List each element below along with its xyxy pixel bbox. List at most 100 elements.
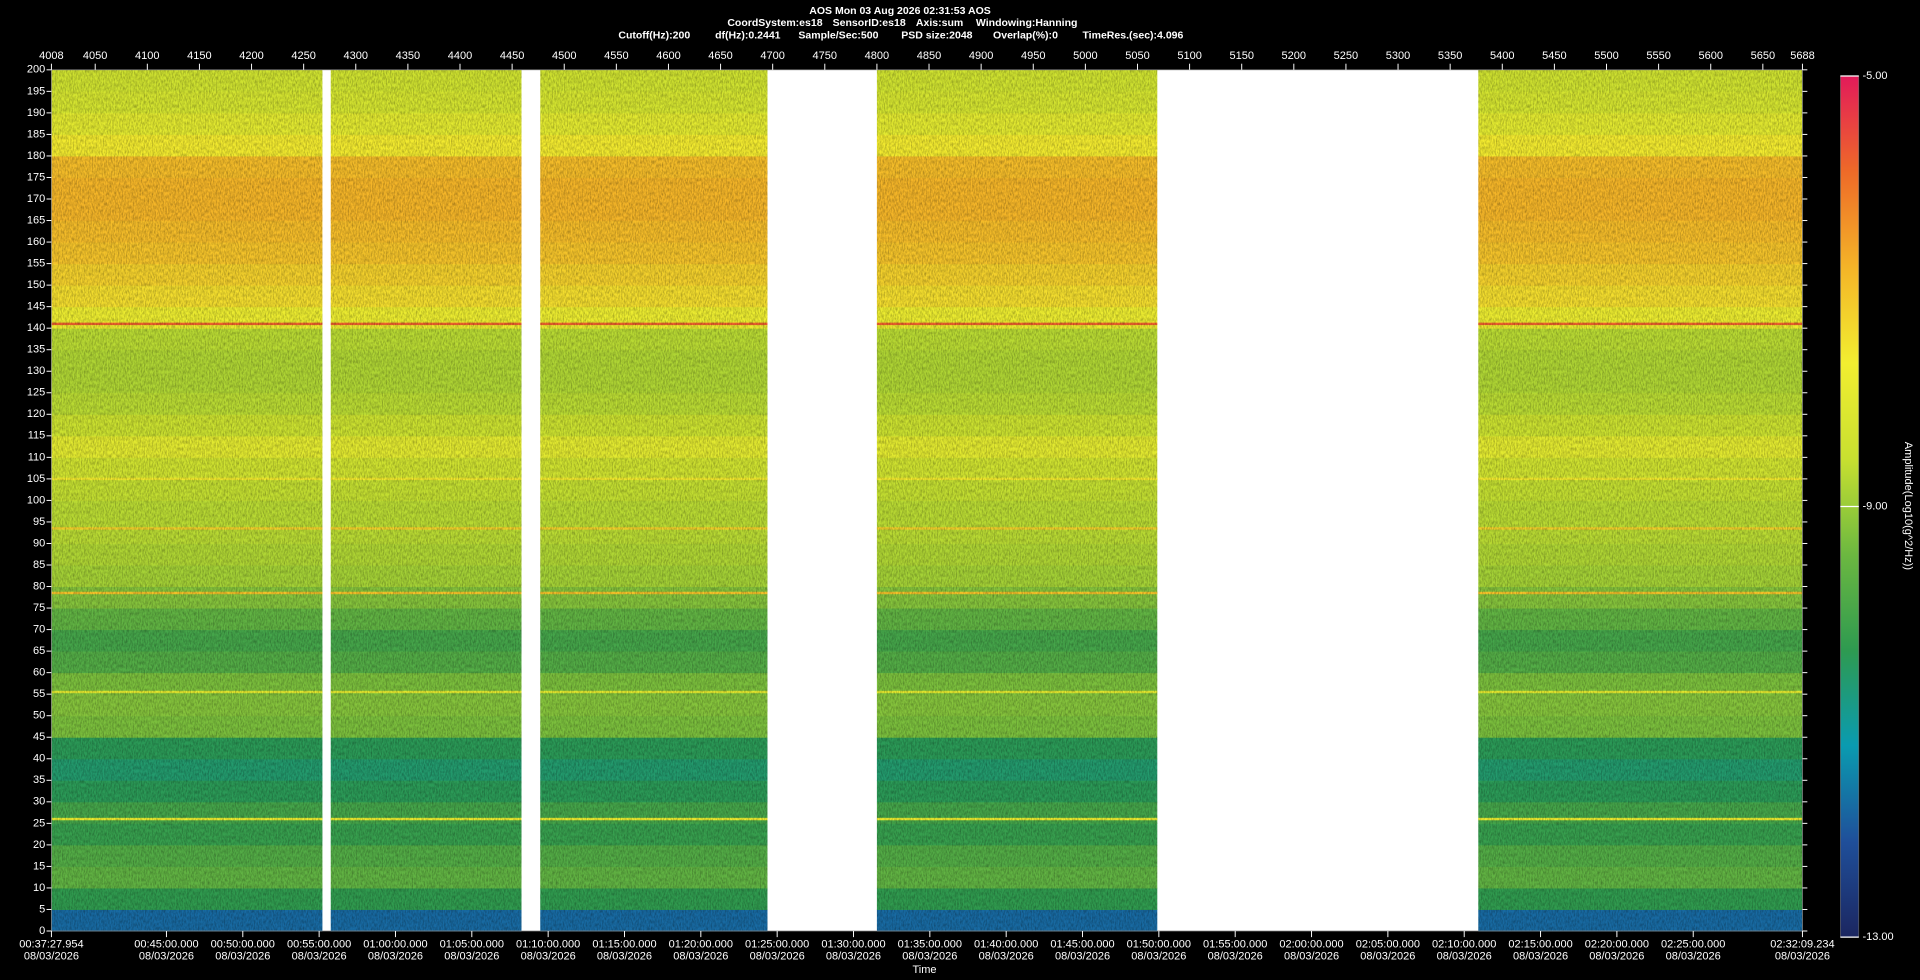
time-tick-label: 01:10:00.000 <box>516 938 580 950</box>
y-tick-label: 125 <box>27 387 45 399</box>
y-tick-label: 15 <box>33 860 45 872</box>
time-tick-label: 01:05:00.000 <box>440 938 504 950</box>
time-tick-label: 02:32:09.234 <box>1770 938 1834 950</box>
colorbar-tick-label: -5.00 <box>1862 70 1887 82</box>
header-text: df(Hz):0.2441 <box>715 29 781 41</box>
header-text: AOS Mon 03 Aug 2026 02:31:53 AOS <box>809 5 991 17</box>
y-tick-label: 5 <box>39 903 45 915</box>
header-text: Sample/Sec:500 <box>798 29 878 41</box>
y-tick-label: 135 <box>27 344 45 356</box>
time-tick-date: 08/03/2026 <box>1437 951 1492 963</box>
y-tick-label: 160 <box>27 236 45 248</box>
y-tick-label: 95 <box>33 516 45 528</box>
time-tick-label: 00:37:27.954 <box>19 938 83 950</box>
time-tick-date: 08/03/2026 <box>597 951 652 963</box>
y-tick-label: 200 <box>27 64 45 76</box>
time-tick-date: 08/03/2026 <box>521 951 576 963</box>
x-tick-label: 4250 <box>291 50 316 62</box>
y-tick-label: 145 <box>27 301 45 313</box>
y-tick-label: 90 <box>33 537 45 549</box>
time-tick-label: 01:45:00.000 <box>1050 938 1114 950</box>
x-tick-label: 5100 <box>1177 50 1202 62</box>
x-axis-label: Time <box>912 964 936 976</box>
colorbar-tick-label: -13.00 <box>1862 931 1893 943</box>
time-tick-label: 01:20:00.000 <box>669 938 733 950</box>
time-tick-label: 01:00:00.000 <box>363 938 427 950</box>
time-tick-label: 01:50:00.000 <box>1127 938 1191 950</box>
x-tick-label: 4650 <box>708 50 733 62</box>
x-tick-label: 5550 <box>1646 50 1671 62</box>
x-tick-label: 4700 <box>760 50 785 62</box>
time-tick-label: 01:15:00.000 <box>592 938 656 950</box>
y-tick-label: 60 <box>33 667 45 679</box>
x-tick-label: 4800 <box>865 50 890 62</box>
y-tick-label: 190 <box>27 107 45 119</box>
x-tick-label: 4850 <box>917 50 942 62</box>
time-tick-date: 08/03/2026 <box>1666 951 1721 963</box>
x-tick-label: 5400 <box>1490 50 1515 62</box>
y-tick-label: 45 <box>33 731 45 743</box>
y-tick-label: 155 <box>27 257 45 269</box>
time-tick-date: 08/03/2026 <box>292 951 347 963</box>
x-tick-label: 5350 <box>1438 50 1463 62</box>
y-tick-label: 165 <box>27 214 45 226</box>
x-tick-label: 4450 <box>500 50 525 62</box>
header-text: TimeRes.(sec):4.096 <box>1082 29 1183 41</box>
y-tick-label: 35 <box>33 774 45 786</box>
time-tick-date: 08/03/2026 <box>826 951 881 963</box>
y-tick-label: 25 <box>33 817 45 829</box>
header: AOS Mon 03 Aug 2026 02:31:53 AOSCoordSys… <box>618 5 1183 42</box>
time-tick-label: 01:25:00.000 <box>745 938 809 950</box>
y-tick-label: 150 <box>27 279 45 291</box>
y-tick-label: 65 <box>33 645 45 657</box>
colorbar-label: Amplitude(Log10(g^2/Hz)) <box>1902 442 1914 570</box>
time-tick-label: 00:45:00.000 <box>134 938 198 950</box>
x-tick-label: 4100 <box>135 50 160 62</box>
y-tick-label: 40 <box>33 753 45 765</box>
header-text: Axis:sum <box>916 17 963 29</box>
y-tick-label: 70 <box>33 623 45 635</box>
time-tick-date: 08/03/2026 <box>215 951 270 963</box>
time-tick-date: 08/03/2026 <box>750 951 805 963</box>
x-tick-label: 4350 <box>396 50 421 62</box>
y-tick-label: 55 <box>33 688 45 700</box>
x-tick-label: 4200 <box>239 50 264 62</box>
x-tick-label: 5200 <box>1282 50 1307 62</box>
y-tick-label: 185 <box>27 128 45 140</box>
y-tick-label: 85 <box>33 559 45 571</box>
x-tick-label: 5688 <box>1790 50 1815 62</box>
time-tick-date: 08/03/2026 <box>1055 951 1110 963</box>
y-tick-label: 50 <box>33 710 45 722</box>
x-tick-label: 5500 <box>1594 50 1619 62</box>
x-tick-label: 4950 <box>1021 50 1046 62</box>
y-tick-label: 105 <box>27 473 45 485</box>
x-tick-label: 4600 <box>656 50 681 62</box>
time-tick-date: 08/03/2026 <box>902 951 957 963</box>
y-tick-label: 10 <box>33 882 45 894</box>
y-tick-label: 140 <box>27 322 45 334</box>
header-text: SensorID:es18 <box>833 17 906 29</box>
y-tick-label: 75 <box>33 602 45 614</box>
time-tick-label: 01:40:00.000 <box>974 938 1038 950</box>
header-text: Cutoff(Hz):200 <box>618 29 690 41</box>
y-tick-label: 30 <box>33 796 45 808</box>
time-tick-label: 01:30:00.000 <box>821 938 885 950</box>
x-tick-label: 4400 <box>448 50 473 62</box>
x-tick-label: 4008 <box>39 50 64 62</box>
time-tick-date: 08/03/2026 <box>673 951 728 963</box>
x-tick-label: 4150 <box>187 50 212 62</box>
time-tick-label: 00:55:00.000 <box>287 938 351 950</box>
time-tick-label: 02:05:00.000 <box>1356 938 1420 950</box>
y-tick-label: 195 <box>27 85 45 97</box>
y-tick-label: 0 <box>39 925 45 937</box>
time-tick-date: 08/03/2026 <box>1775 951 1830 963</box>
time-tick-date: 08/03/2026 <box>368 951 423 963</box>
plot-area: 0510152025303540455055606570758085909510… <box>19 50 1893 962</box>
time-tick-date: 08/03/2026 <box>1284 951 1339 963</box>
y-tick-label: 130 <box>27 365 45 377</box>
time-tick-date: 08/03/2026 <box>24 951 79 963</box>
time-tick-date: 08/03/2026 <box>1131 951 1186 963</box>
time-tick-date: 08/03/2026 <box>1360 951 1415 963</box>
time-tick-label: 01:55:00.000 <box>1203 938 1267 950</box>
